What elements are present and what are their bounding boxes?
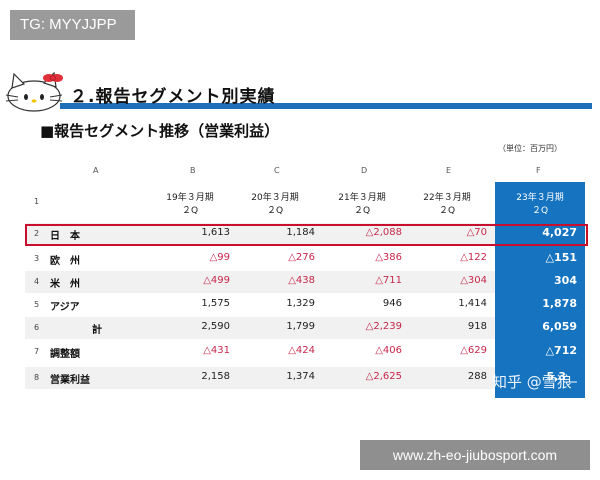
col-header-b-line1: 19年３月期 bbox=[166, 193, 214, 203]
cell-c: 1,184 bbox=[286, 227, 315, 238]
cell-f: 304 bbox=[554, 274, 577, 287]
row-number: 3 bbox=[34, 254, 40, 263]
row-number: 7 bbox=[34, 347, 40, 356]
col-header-d-line1: 21年３月期 bbox=[338, 193, 386, 203]
hello-kitty-icon bbox=[5, 71, 63, 112]
column-letter-b: B bbox=[190, 166, 196, 175]
row-label: アジア bbox=[50, 302, 80, 313]
cell-c: 1,329 bbox=[286, 298, 315, 309]
row-label: 営業利益 bbox=[50, 375, 90, 386]
col-header-e: 22年３月期 ２Q bbox=[407, 192, 487, 218]
cell-d: △2,088 bbox=[365, 227, 402, 238]
cell-c: 1,374 bbox=[286, 371, 315, 382]
cell-f: 4,027 bbox=[542, 226, 577, 239]
cell-c: 1,799 bbox=[286, 321, 315, 332]
cell-b: 2,158 bbox=[201, 371, 230, 382]
row-number: 1 bbox=[34, 197, 40, 206]
column-letter-e: E bbox=[446, 166, 452, 175]
cell-b: 1,575 bbox=[201, 298, 230, 309]
cell-f: 1,878 bbox=[542, 297, 577, 310]
row-number: 5 bbox=[34, 300, 40, 309]
cell-f: △151 bbox=[545, 251, 577, 264]
row-shade bbox=[25, 367, 495, 389]
row-label: 調整額 bbox=[50, 349, 80, 360]
site-badge: www.zh-eo-jiubosport.com bbox=[360, 440, 590, 470]
cell-e: △70 bbox=[466, 227, 487, 238]
column-letter-c: C bbox=[274, 166, 280, 175]
cell-c: △438 bbox=[288, 275, 315, 286]
tg-badge: TG: MYYJJPP bbox=[10, 10, 135, 40]
cell-b: △99 bbox=[209, 252, 230, 263]
section-header-bar bbox=[60, 103, 592, 109]
cell-d: △406 bbox=[375, 345, 402, 356]
cell-e: 1,414 bbox=[458, 298, 487, 309]
cell-c: △424 bbox=[288, 345, 315, 356]
cell-e: △304 bbox=[460, 275, 487, 286]
cell-f: △712 bbox=[545, 344, 577, 357]
column-letter-a: A bbox=[93, 166, 99, 175]
col-header-d-line2: ２Q bbox=[353, 206, 371, 216]
col-header-c-line1: 20年３月期 bbox=[251, 193, 299, 203]
cell-e: 288 bbox=[467, 371, 487, 382]
row-label: 計 bbox=[92, 325, 102, 336]
col-header-f-line1: 23年３月期 bbox=[516, 193, 564, 203]
row-number: 8 bbox=[34, 373, 40, 382]
column-letter-f: F bbox=[536, 166, 541, 175]
unit-note: （単位：百万円） bbox=[498, 144, 562, 153]
cell-d: △2,239 bbox=[365, 321, 402, 332]
col-header-c: 20年３月期 ２Q bbox=[235, 192, 315, 218]
row-shade bbox=[25, 223, 495, 245]
highlight-column-f bbox=[495, 182, 585, 398]
row-number: 6 bbox=[34, 323, 40, 332]
col-header-b: 19年３月期 ２Q bbox=[150, 192, 230, 218]
section-title: ２.報告セグメント別実績 bbox=[70, 87, 276, 107]
cell-d: △2,625 bbox=[365, 371, 402, 382]
cell-d: △711 bbox=[375, 275, 402, 286]
cell-b: 1,613 bbox=[201, 227, 230, 238]
col-header-f-line2: ２Q bbox=[531, 206, 549, 216]
sub-title: ■報告セグメント推移（営業利益） bbox=[40, 122, 280, 140]
cell-d: 946 bbox=[382, 298, 402, 309]
cell-d: △386 bbox=[375, 252, 402, 263]
row-shade bbox=[25, 271, 495, 293]
col-header-f: 23年３月期 ２Q bbox=[500, 192, 580, 218]
cell-b: △431 bbox=[203, 345, 230, 356]
col-header-e-line1: 22年３月期 bbox=[423, 193, 471, 203]
row-number: 4 bbox=[34, 277, 40, 286]
column-letter-d: D bbox=[361, 166, 368, 175]
cell-b: 2,590 bbox=[201, 321, 230, 332]
cell-e: △629 bbox=[460, 345, 487, 356]
cell-b: △499 bbox=[203, 275, 230, 286]
cell-f: 5,3__ bbox=[546, 370, 578, 383]
cell-c: △276 bbox=[288, 252, 315, 263]
col-header-e-line2: ２Q bbox=[438, 206, 456, 216]
col-header-c-line2: ２Q bbox=[266, 206, 284, 216]
row-number: 2 bbox=[34, 229, 40, 238]
col-header-d: 21年３月期 ２Q bbox=[322, 192, 402, 218]
watermark: 知乎 @雪狼 bbox=[492, 373, 572, 391]
cell-e: △122 bbox=[460, 252, 487, 263]
row-label: 日 本 bbox=[50, 231, 80, 242]
row-label: 米 州 bbox=[50, 279, 80, 290]
japan-row-highlight-box bbox=[25, 224, 588, 246]
cell-f: 6,059 bbox=[542, 320, 577, 333]
row-shade bbox=[25, 317, 495, 339]
row-label: 欧 州 bbox=[50, 256, 80, 267]
cell-e: 918 bbox=[467, 321, 487, 332]
col-header-b-line2: ２Q bbox=[181, 206, 199, 216]
